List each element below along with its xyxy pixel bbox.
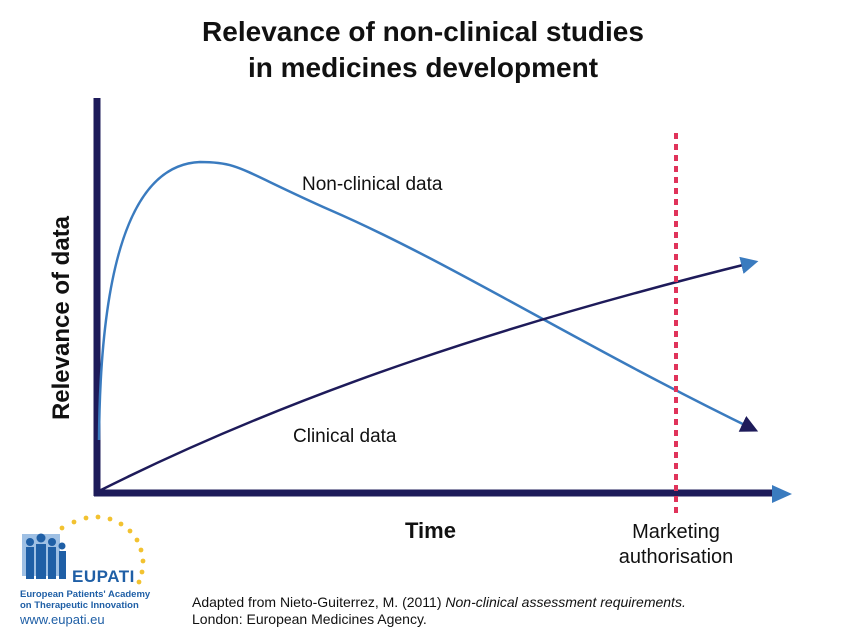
star-ring-icon [59, 514, 146, 585]
marketing-authorisation-label: Marketing authorisation [614, 520, 738, 570]
logo-subtitle-line-2: on Therapeutic Innovation [20, 600, 139, 611]
x-axis-label: Time [405, 518, 456, 543]
nonclinical-label: Non-clinical data [302, 174, 443, 195]
citation-line-1: Adapted from Nieto-Guiterrez, M. (2011) … [192, 594, 686, 611]
logo-subtitle-line-1: European Patients' Academy [20, 589, 151, 600]
citation: Adapted from Nieto-Guiterrez, M. (2011) … [192, 594, 686, 628]
clinical-label: Clinical data [293, 426, 397, 447]
title-line-1: Relevance of non-clinical studies [202, 16, 644, 47]
title-line-2: in medicines development [247, 52, 599, 83]
citation-line-2: London: European Medicines Agency. [192, 611, 427, 627]
logo-name: EUPATI [72, 567, 135, 586]
eupati-logo [22, 514, 146, 585]
people-icon [22, 533, 66, 579]
nonclinical-curve [97, 160, 759, 441]
logo-subtitle: European Patients' Academy on Therapeuti… [20, 589, 150, 611]
citation-title: Non-clinical assessment requirements. [445, 594, 686, 610]
page-title: Relevance of non-clinical studies in med… [0, 14, 846, 86]
logo-url: www.eupati.eu [20, 612, 105, 627]
marketing-line-2: authorisation [618, 546, 734, 568]
citation-prefix: Adapted from Nieto-Guiterrez, M. (2011) [192, 594, 446, 610]
x-axis-arrowhead [772, 485, 792, 503]
clinical-curve [98, 256, 759, 493]
y-axis-label: Relevance of data [48, 215, 75, 421]
marketing-line-1: Marketing [632, 521, 720, 543]
